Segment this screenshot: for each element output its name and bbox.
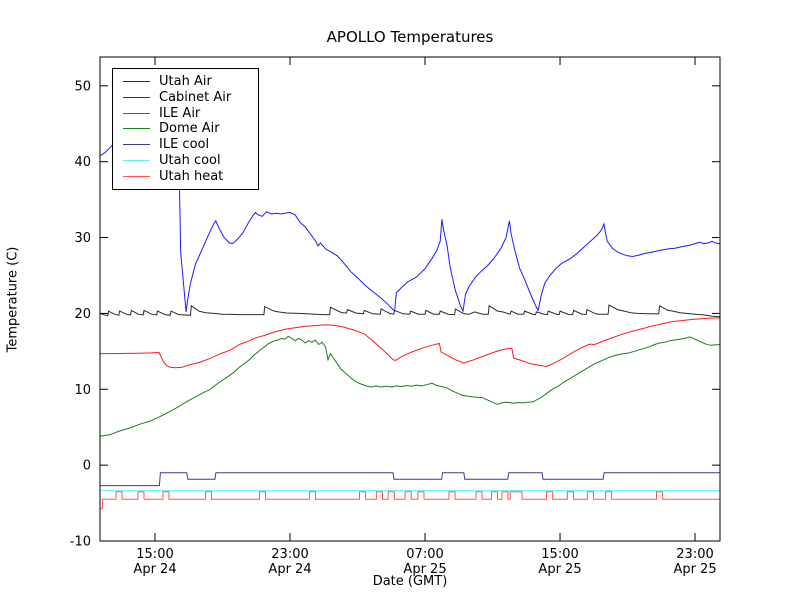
series-ile-cool-line [100,472,720,487]
x-tick-label-date: Apr 25 [673,562,716,577]
legend-line-swatch [123,112,150,114]
series-ile-air-line [100,317,720,369]
legend-line-swatch [123,175,150,177]
y-tick-label: -10 [70,535,91,550]
legend-item-cabinet-air: Cabinet Air [123,90,250,105]
legend-label: Utah Air [159,74,212,90]
y-tick-label: 50 [74,79,91,94]
y-tick-label: 40 [74,155,91,170]
legend-line-swatch [123,144,150,146]
legend-line-swatch [123,128,150,130]
legend-item-utah-heat: Utah heat [123,169,250,184]
series-utah-heat-line [100,491,720,509]
axes-frame [99,56,721,542]
series-cabinet-air-line [100,119,720,313]
legend-item-utah-cool: Utah cool [123,153,250,168]
series-utah-air-line [100,304,720,318]
chart-title: APOLLO Temperatures [326,28,494,46]
legend-line-swatch [123,97,150,99]
series-dome-air-line [100,335,720,437]
x-tick-label-time: 15:00 [541,547,578,562]
x-tick-label-time: 23:00 [676,547,713,562]
y-tick-label: 10 [74,383,91,398]
x-tick-label-time: 15:00 [136,547,173,562]
legend-label: Utah cool [159,152,221,168]
legend-label: ILE cool [159,137,210,153]
x-tick-label-date: Apr 25 [538,562,581,577]
x-tick-label-time: 23:00 [271,547,308,562]
x-tick-label-time: 07:00 [406,547,443,562]
legend-label: Utah heat [159,168,224,184]
x-tick-label-date: Apr 25 [403,562,446,577]
x-tick-label-date: Apr 24 [133,562,176,577]
legend-label: Cabinet Air [159,90,232,106]
legend: Utah Air Cabinet Air ILE Air Dome Air ILE co… [112,68,259,190]
y-tick-label: 0 [83,459,91,474]
y-tick-label: 30 [74,231,91,246]
legend-item-ile-cool: ILE cool [123,137,250,152]
legend-label: Dome Air [159,121,220,137]
x-tick-label-date: Apr 24 [268,562,311,577]
legend-label: ILE Air [159,105,201,121]
legend-line-swatch [123,81,150,83]
legend-item-utah-air: Utah Air [123,74,250,89]
legend-item-ile-air: ILE Air [123,106,250,121]
legend-item-dome-air: Dome Air [123,121,250,136]
x-axis-label: Date (GMT) [372,574,448,589]
y-tick-label: 20 [74,307,91,322]
legend-line-swatch [123,159,150,161]
